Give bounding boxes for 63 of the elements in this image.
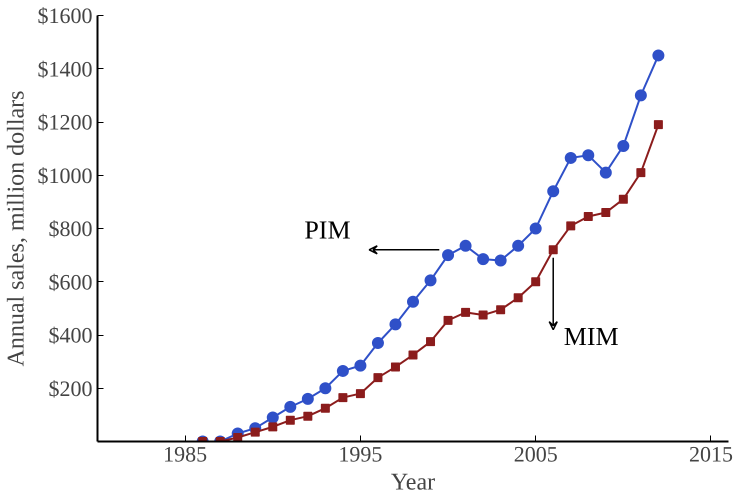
point bbox=[582, 149, 594, 162]
point bbox=[514, 293, 523, 302]
x-axis-title: Year bbox=[390, 470, 436, 496]
point bbox=[547, 185, 560, 198]
point bbox=[424, 274, 437, 286]
point bbox=[652, 49, 664, 62]
point bbox=[354, 360, 366, 372]
point bbox=[618, 194, 628, 204]
y-tick-label: $1400 bbox=[38, 56, 92, 82]
x-tick-label: 2015 bbox=[688, 442, 733, 466]
y-tick-label: $800 bbox=[48, 216, 92, 241]
y-axis-title: Annual sales, million dollars bbox=[4, 90, 30, 366]
point bbox=[268, 422, 278, 432]
y-tick-label: $1200 bbox=[38, 110, 92, 134]
point bbox=[390, 362, 400, 372]
point bbox=[601, 208, 610, 218]
point bbox=[286, 416, 295, 425]
point bbox=[338, 393, 348, 402]
x-tick-label: 2005 bbox=[514, 442, 558, 466]
point bbox=[407, 296, 419, 308]
point bbox=[356, 389, 365, 398]
point bbox=[372, 337, 384, 349]
point bbox=[461, 308, 470, 317]
point bbox=[512, 240, 524, 252]
point bbox=[564, 152, 577, 164]
point bbox=[426, 337, 436, 346]
point bbox=[584, 212, 593, 222]
point bbox=[302, 392, 314, 405]
series-label: MIM bbox=[564, 322, 619, 351]
point bbox=[654, 120, 663, 130]
point bbox=[566, 221, 576, 230]
y-tick-label: $400 bbox=[48, 322, 92, 348]
point bbox=[408, 350, 418, 360]
y-tick-label: $600 bbox=[48, 269, 92, 294]
point bbox=[303, 412, 312, 421]
point bbox=[634, 89, 647, 102]
point bbox=[266, 412, 279, 424]
point bbox=[617, 140, 630, 152]
point bbox=[636, 168, 646, 178]
point bbox=[444, 316, 453, 325]
point bbox=[320, 404, 330, 413]
text: PIM bbox=[304, 215, 351, 244]
point bbox=[373, 373, 382, 382]
point bbox=[250, 428, 260, 437]
point bbox=[600, 166, 612, 179]
point bbox=[442, 249, 454, 262]
point bbox=[531, 277, 540, 286]
point bbox=[284, 400, 296, 413]
point bbox=[460, 240, 472, 252]
y-tick-label: $1600 bbox=[38, 3, 92, 28]
x-tick-label: 1995 bbox=[338, 442, 382, 466]
point bbox=[319, 382, 332, 394]
point bbox=[494, 254, 507, 266]
point bbox=[336, 364, 349, 377]
point bbox=[477, 253, 490, 266]
y-tick-label: $200 bbox=[48, 376, 92, 401]
point bbox=[496, 305, 506, 314]
x-tick-label: 1985 bbox=[163, 442, 208, 466]
point bbox=[478, 310, 488, 320]
y-tick-label: $1000 bbox=[38, 162, 92, 188]
point bbox=[389, 318, 402, 330]
point bbox=[530, 222, 542, 234]
point bbox=[548, 245, 558, 254]
